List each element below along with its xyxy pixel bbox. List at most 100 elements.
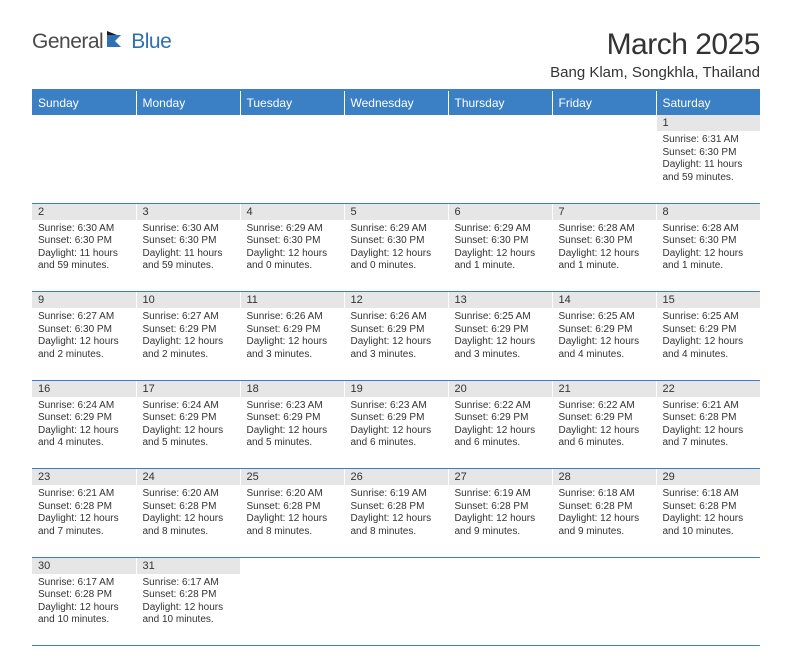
content-row: Sunrise: 6:27 AMSunset: 6:30 PMDaylight:…	[32, 308, 760, 380]
sunrise-line: Sunrise: 6:22 AM	[559, 400, 650, 413]
day-content: Sunrise: 6:25 AMSunset: 6:29 PMDaylight:…	[449, 308, 552, 365]
day-number: 4	[240, 203, 344, 220]
day-number: 23	[32, 469, 136, 486]
sunset-line: Sunset: 6:28 PM	[559, 501, 650, 514]
sunset-line: Sunset: 6:28 PM	[38, 501, 130, 514]
day-cell	[240, 574, 344, 646]
sunrise-line: Sunrise: 6:28 AM	[663, 223, 755, 236]
content-row: Sunrise: 6:21 AMSunset: 6:28 PMDaylight:…	[32, 485, 760, 557]
sunrise-line: Sunrise: 6:28 AM	[559, 223, 650, 236]
day-cell: Sunrise: 6:21 AMSunset: 6:28 PMDaylight:…	[656, 397, 760, 469]
day-cell	[552, 131, 656, 203]
day-number: 31	[136, 557, 240, 574]
sunset-line: Sunset: 6:29 PM	[351, 324, 442, 337]
day-content: Sunrise: 6:24 AMSunset: 6:29 PMDaylight:…	[137, 397, 240, 454]
weekday-header: Tuesday	[240, 91, 344, 115]
day-number	[136, 115, 240, 131]
day-content: Sunrise: 6:29 AMSunset: 6:30 PMDaylight:…	[345, 220, 448, 277]
sunrise-line: Sunrise: 6:27 AM	[143, 311, 234, 324]
sunrise-line: Sunrise: 6:17 AM	[38, 577, 130, 590]
day-cell: Sunrise: 6:28 AMSunset: 6:30 PMDaylight:…	[656, 220, 760, 292]
daynum-row: 2345678	[32, 203, 760, 220]
daylight-line: Daylight: 12 hours and 8 minutes.	[247, 513, 338, 538]
day-content: Sunrise: 6:18 AMSunset: 6:28 PMDaylight:…	[657, 485, 761, 542]
day-number	[552, 557, 656, 574]
daylight-line: Daylight: 12 hours and 4 minutes.	[38, 425, 130, 450]
sunset-line: Sunset: 6:28 PM	[143, 589, 234, 602]
weekday-header: Sunday	[32, 91, 136, 115]
day-cell: Sunrise: 6:19 AMSunset: 6:28 PMDaylight:…	[344, 485, 448, 557]
sunrise-line: Sunrise: 6:19 AM	[351, 488, 442, 501]
sunrise-line: Sunrise: 6:20 AM	[247, 488, 338, 501]
day-cell	[344, 574, 448, 646]
daylight-line: Daylight: 12 hours and 0 minutes.	[247, 248, 338, 273]
day-cell: Sunrise: 6:17 AMSunset: 6:28 PMDaylight:…	[32, 574, 136, 646]
day-cell: Sunrise: 6:27 AMSunset: 6:29 PMDaylight:…	[136, 308, 240, 380]
daylight-line: Daylight: 12 hours and 5 minutes.	[247, 425, 338, 450]
calendar-page: General Blue March 2025 Bang Klam, Songk…	[0, 0, 792, 666]
day-number: 1	[656, 115, 760, 131]
day-cell: Sunrise: 6:29 AMSunset: 6:30 PMDaylight:…	[448, 220, 552, 292]
day-number: 17	[136, 380, 240, 397]
daylight-line: Daylight: 12 hours and 7 minutes.	[38, 513, 130, 538]
day-number	[240, 557, 344, 574]
day-number	[448, 115, 552, 131]
sunrise-line: Sunrise: 6:24 AM	[38, 400, 130, 413]
day-number: 22	[656, 380, 760, 397]
daylight-line: Daylight: 12 hours and 3 minutes.	[455, 336, 546, 361]
day-number: 9	[32, 292, 136, 309]
sunset-line: Sunset: 6:28 PM	[455, 501, 546, 514]
sunrise-line: Sunrise: 6:26 AM	[247, 311, 338, 324]
sunset-line: Sunset: 6:29 PM	[38, 412, 130, 425]
title-block: March 2025 Bang Klam, Songkhla, Thailand	[550, 28, 760, 81]
day-cell: Sunrise: 6:25 AMSunset: 6:29 PMDaylight:…	[448, 308, 552, 380]
day-content: Sunrise: 6:21 AMSunset: 6:28 PMDaylight:…	[657, 397, 761, 454]
day-content: Sunrise: 6:18 AMSunset: 6:28 PMDaylight:…	[553, 485, 656, 542]
sunset-line: Sunset: 6:28 PM	[351, 501, 442, 514]
day-cell: Sunrise: 6:25 AMSunset: 6:29 PMDaylight:…	[656, 308, 760, 380]
day-number: 20	[448, 380, 552, 397]
daynum-row: 9101112131415	[32, 292, 760, 309]
page-header: General Blue March 2025 Bang Klam, Songk…	[32, 28, 760, 81]
sunset-line: Sunset: 6:30 PM	[455, 235, 546, 248]
day-cell: Sunrise: 6:24 AMSunset: 6:29 PMDaylight:…	[136, 397, 240, 469]
day-cell: Sunrise: 6:20 AMSunset: 6:28 PMDaylight:…	[240, 485, 344, 557]
day-cell: Sunrise: 6:28 AMSunset: 6:30 PMDaylight:…	[552, 220, 656, 292]
sunset-line: Sunset: 6:29 PM	[143, 412, 234, 425]
day-cell: Sunrise: 6:17 AMSunset: 6:28 PMDaylight:…	[136, 574, 240, 646]
daylight-line: Daylight: 12 hours and 3 minutes.	[351, 336, 442, 361]
sunset-line: Sunset: 6:28 PM	[663, 501, 755, 514]
day-number: 7	[552, 203, 656, 220]
sunset-line: Sunset: 6:29 PM	[247, 412, 338, 425]
day-content: Sunrise: 6:20 AMSunset: 6:28 PMDaylight:…	[137, 485, 240, 542]
day-content: Sunrise: 6:19 AMSunset: 6:28 PMDaylight:…	[345, 485, 448, 542]
day-number: 3	[136, 203, 240, 220]
day-number: 15	[656, 292, 760, 309]
daylight-line: Daylight: 12 hours and 5 minutes.	[143, 425, 234, 450]
sunrise-line: Sunrise: 6:18 AM	[663, 488, 755, 501]
sunset-line: Sunset: 6:29 PM	[351, 412, 442, 425]
sunrise-line: Sunrise: 6:19 AM	[455, 488, 546, 501]
logo-text-blue: Blue	[131, 30, 171, 54]
daylight-line: Daylight: 11 hours and 59 minutes.	[663, 159, 755, 184]
day-cell	[656, 574, 760, 646]
weekday-header: Monday	[136, 91, 240, 115]
day-cell: Sunrise: 6:20 AMSunset: 6:28 PMDaylight:…	[136, 485, 240, 557]
day-cell: Sunrise: 6:24 AMSunset: 6:29 PMDaylight:…	[32, 397, 136, 469]
sunrise-line: Sunrise: 6:31 AM	[663, 134, 755, 147]
day-number: 8	[656, 203, 760, 220]
day-content: Sunrise: 6:30 AMSunset: 6:30 PMDaylight:…	[137, 220, 240, 277]
sunrise-line: Sunrise: 6:23 AM	[351, 400, 442, 413]
day-cell	[448, 574, 552, 646]
day-number: 28	[552, 469, 656, 486]
content-row: Sunrise: 6:17 AMSunset: 6:28 PMDaylight:…	[32, 574, 760, 646]
day-number	[32, 115, 136, 131]
sunset-line: Sunset: 6:29 PM	[247, 324, 338, 337]
day-content: Sunrise: 6:25 AMSunset: 6:29 PMDaylight:…	[553, 308, 656, 365]
sunrise-line: Sunrise: 6:25 AM	[663, 311, 755, 324]
sunset-line: Sunset: 6:29 PM	[559, 324, 650, 337]
sunrise-line: Sunrise: 6:30 AM	[143, 223, 234, 236]
day-number: 21	[552, 380, 656, 397]
sunrise-line: Sunrise: 6:27 AM	[38, 311, 130, 324]
sunset-line: Sunset: 6:30 PM	[38, 235, 130, 248]
